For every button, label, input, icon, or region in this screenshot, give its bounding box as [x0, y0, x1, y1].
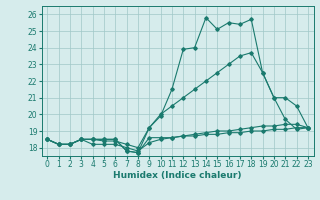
X-axis label: Humidex (Indice chaleur): Humidex (Indice chaleur) — [113, 171, 242, 180]
